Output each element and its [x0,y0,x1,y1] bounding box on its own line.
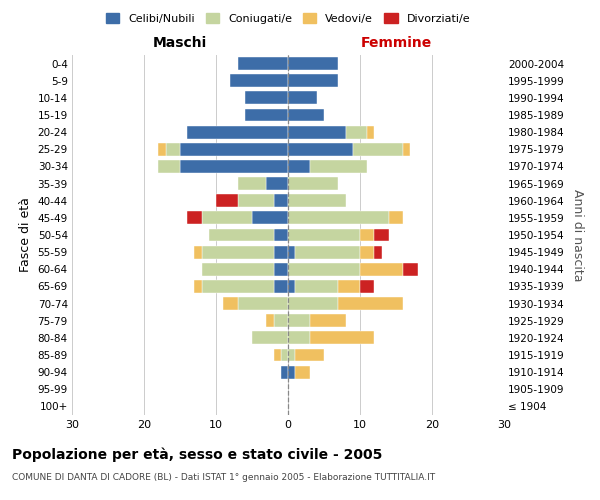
Bar [288,143,353,156]
Bar [295,246,360,258]
Bar [187,126,288,138]
Bar [288,160,310,173]
Bar [230,74,288,87]
Bar [360,228,374,241]
Bar [288,74,338,87]
Bar [274,348,281,362]
Y-axis label: Fasce di età: Fasce di età [19,198,32,272]
Bar [360,246,374,258]
Bar [223,297,238,310]
Bar [158,160,180,173]
Bar [202,280,274,293]
Bar [288,228,360,241]
Bar [310,314,346,327]
Text: Popolazione per età, sesso e stato civile - 2005: Popolazione per età, sesso e stato civil… [12,448,382,462]
Bar [209,228,274,241]
Bar [310,160,367,173]
Bar [403,263,418,276]
Bar [288,212,389,224]
Bar [374,246,382,258]
Text: COMUNE DI DANTA DI CADORE (BL) - Dati ISTAT 1° gennaio 2005 - Elaborazione TUTTI: COMUNE DI DANTA DI CADORE (BL) - Dati IS… [12,472,435,482]
Bar [187,212,202,224]
Bar [252,332,288,344]
Bar [288,332,310,344]
Bar [158,143,166,156]
Bar [274,263,288,276]
Bar [288,92,317,104]
Bar [274,228,288,241]
Bar [360,263,403,276]
Bar [238,297,288,310]
Bar [288,57,338,70]
Bar [346,126,367,138]
Bar [266,177,288,190]
Bar [274,280,288,293]
Bar [338,280,360,293]
Bar [353,143,403,156]
Bar [288,348,295,362]
Bar [288,108,324,122]
Bar [288,126,346,138]
Bar [266,314,274,327]
Bar [367,126,374,138]
Bar [295,366,310,378]
Text: Femmine: Femmine [361,36,431,50]
Bar [403,143,410,156]
Bar [374,228,389,241]
Bar [288,366,295,378]
Bar [274,194,288,207]
Bar [288,297,338,310]
Bar [166,143,180,156]
Bar [274,246,288,258]
Bar [245,92,288,104]
Bar [202,212,252,224]
Bar [216,194,238,207]
Bar [238,57,288,70]
Bar [194,280,202,293]
Bar [295,348,324,362]
Bar [202,263,274,276]
Bar [180,143,288,156]
Bar [288,263,360,276]
Bar [194,246,202,258]
Bar [389,212,403,224]
Bar [288,280,295,293]
Bar [238,177,266,190]
Bar [202,246,274,258]
Y-axis label: Anni di nascita: Anni di nascita [571,188,584,281]
Bar [288,177,338,190]
Bar [310,332,374,344]
Bar [288,314,310,327]
Bar [281,348,288,362]
Bar [338,297,403,310]
Bar [245,108,288,122]
Bar [238,194,274,207]
Bar [281,366,288,378]
Bar [180,160,288,173]
Bar [360,280,374,293]
Legend: Celibi/Nubili, Coniugati/e, Vedovi/e, Divorziati/e: Celibi/Nubili, Coniugati/e, Vedovi/e, Di… [106,13,470,24]
Bar [288,194,346,207]
Bar [274,314,288,327]
Bar [252,212,288,224]
Bar [288,246,295,258]
Text: Maschi: Maschi [153,36,207,50]
Bar [295,280,338,293]
